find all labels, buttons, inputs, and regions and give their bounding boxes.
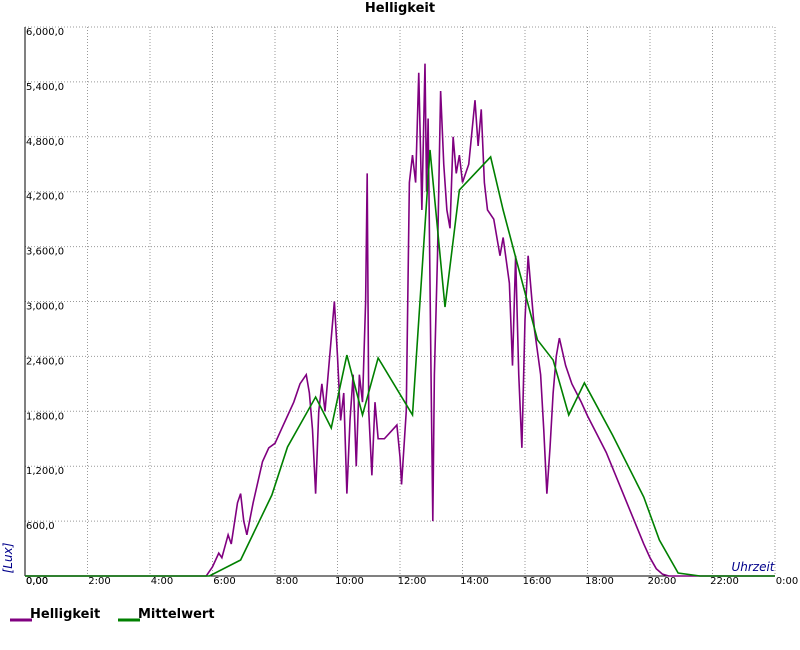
x-tick-label: 16:00 xyxy=(523,576,552,587)
y-axis-label: [Lux] xyxy=(1,542,15,573)
y-tick-label: 1,800,0 xyxy=(26,411,64,422)
series-line xyxy=(25,149,775,577)
x-tick-label: 4:00 xyxy=(151,576,173,587)
y-tick-label: 3,600,0 xyxy=(26,247,64,258)
series-line xyxy=(25,63,775,577)
y-tick-label: 1,200,0 xyxy=(26,466,64,477)
y-tick-label: 5,400,0 xyxy=(26,82,64,93)
y-tick-label: 6,000,0 xyxy=(26,27,64,38)
x-tick-label: 12:00 xyxy=(398,576,427,587)
y-tick-label: 3,000,0 xyxy=(26,302,64,313)
x-tick-label: 14:00 xyxy=(460,576,489,587)
chart-title: Helligkeit xyxy=(365,1,435,16)
x-tick-label: 8:00 xyxy=(276,576,298,587)
x-tick-label: 6:00 xyxy=(213,576,235,587)
y-tick-label: 0,00 xyxy=(26,576,48,587)
y-tick-label: 4,200,0 xyxy=(26,192,64,203)
x-tick-label: 2:00 xyxy=(88,576,110,587)
x-tick-label: 0:00 xyxy=(776,576,798,587)
x-tick-label: 20:00 xyxy=(648,576,677,587)
legend-label: Helligkeit xyxy=(30,607,100,622)
legend-label: Mittelwert xyxy=(138,607,215,622)
x-tick-label: 22:00 xyxy=(710,576,739,587)
y-tick-label: 2,400,0 xyxy=(26,356,64,367)
x-tick-label: 10:00 xyxy=(335,576,364,587)
y-tick-label: 600,0 xyxy=(26,521,55,532)
x-axis-label: Uhrzeit xyxy=(731,560,775,574)
x-tick-label: 18:00 xyxy=(585,576,614,587)
y-tick-label: 4,800,0 xyxy=(26,137,64,148)
x-tick-label: 0,00 xyxy=(26,576,48,587)
